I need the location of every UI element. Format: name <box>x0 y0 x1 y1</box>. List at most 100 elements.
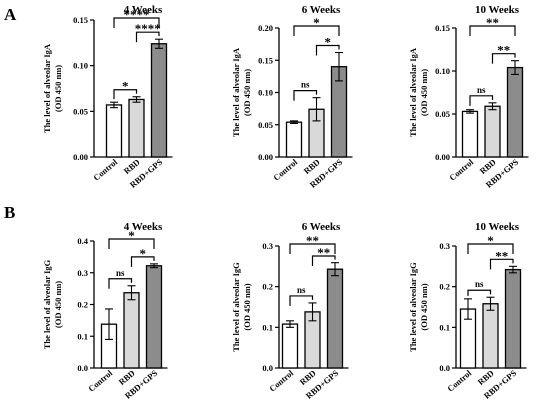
bar-control <box>461 110 479 158</box>
significance-label: **** <box>135 21 161 36</box>
y-tick-label: 0.0 <box>77 363 88 373</box>
y-axis-label-line: (OD 450 nm) <box>53 281 63 328</box>
y-axis-label: The level of alveolar IgG(OD 450 nm) <box>408 262 429 352</box>
chart-4: 4 Weeks 0.0 0.1 0.2 0.3 0.4 The level of alveo… <box>42 221 168 401</box>
significance-label: **** <box>124 7 150 22</box>
y-tick-label: 0.15 <box>73 15 88 25</box>
y-tick-label: 0.2 <box>262 282 273 292</box>
y-tick-label: 0.20 <box>258 23 273 33</box>
significance-bracket <box>108 278 133 289</box>
y-tick-label: 0.10 <box>73 61 88 71</box>
chart-title: 10 Weeks <box>475 221 520 233</box>
y-axis-label-line: (OD 450 nm) <box>53 65 63 112</box>
y-tick-label: 0.1 <box>77 331 88 341</box>
significance-label: ** <box>495 248 508 263</box>
significance-bracket <box>315 44 340 56</box>
bar-rbd-gps <box>506 66 524 158</box>
significance-bracket <box>489 258 514 270</box>
bar-rbd-gps <box>150 43 168 158</box>
y-tick-label: 0.05 <box>73 106 88 116</box>
y-axis-label-line: (OD 450 nm) <box>242 283 252 330</box>
y-axis-label: The level of alveolar IgA(OD 450 nm) <box>408 47 429 137</box>
chart-2: 6 Weeks 0.00 0.05 0.10 0.15 0.20 The level of … <box>231 4 353 190</box>
significance-label: ** <box>317 245 330 260</box>
y-axis-label-line: (OD 450 nm) <box>242 69 252 116</box>
significance-bracket <box>467 243 514 254</box>
bar-control <box>285 121 303 158</box>
significance-bracket <box>293 90 318 101</box>
significance-label: * <box>313 15 320 30</box>
panel-letter-a: A <box>4 5 17 24</box>
significance-label: * <box>128 228 135 243</box>
chart-3: 10 Weeks 0.00 0.05 0.10 0.15 The level of alv… <box>408 4 529 190</box>
chart-6: 10 Weeks 0.0 0.1 0.2 0.3 The level of alveola… <box>408 221 527 401</box>
x-tick-label: Control <box>91 156 120 182</box>
y-axis-label: The level of alveolar IgA(OD 450 nm) <box>42 43 63 133</box>
y-tick-label: 0.1 <box>439 322 450 332</box>
significance-bracket <box>113 17 160 28</box>
significance-label: ** <box>306 233 319 248</box>
y-tick-label: 0.1 <box>262 322 273 332</box>
y-tick-label: 0.10 <box>435 66 450 76</box>
significance-label: ns <box>301 80 310 90</box>
y-axis-label: The level of alveolar IgG(OD 450 nm) <box>42 259 63 349</box>
y-tick-label: 0.00 <box>435 152 450 162</box>
chart-title: 6 Weeks <box>302 221 341 233</box>
bar-rbd-gps <box>504 268 522 369</box>
bar-rbd <box>484 105 501 158</box>
significance-bracket <box>469 25 516 36</box>
bar-rbd <box>123 292 140 369</box>
chart-5: 6 Weeks 0.0 0.1 0.2 0.3 The level of alveolar… <box>231 221 349 401</box>
x-tick-label: Control <box>86 367 115 393</box>
significance-bracket <box>113 89 138 100</box>
y-tick-label: 0.15 <box>258 55 273 65</box>
significance-bracket <box>293 25 340 36</box>
significance-label: * <box>140 246 147 261</box>
significance-label: ns <box>297 285 306 295</box>
significance-bracket <box>289 295 314 306</box>
y-axis-label-line: (OD 450 nm) <box>419 283 429 330</box>
significance-label: ns <box>477 85 486 95</box>
y-tick-label: 0.3 <box>262 241 273 251</box>
significance-label: * <box>325 35 332 50</box>
y-tick-label: 0.0 <box>439 363 450 373</box>
significance-label: * <box>122 79 129 94</box>
chart-title: 4 Weeks <box>124 221 163 233</box>
y-tick-label: 0.15 <box>435 23 450 33</box>
significance-bracket <box>108 238 155 249</box>
y-tick-label: 0.2 <box>439 282 450 292</box>
chart-title: 10 Weeks <box>475 4 520 16</box>
y-axis-label-line: The level of alveolar IgG <box>408 262 418 352</box>
y-axis-label-line: The level of alveolar IgG <box>42 259 52 349</box>
chart-title: 6 Weeks <box>302 4 341 16</box>
significance-bracket <box>130 256 155 267</box>
y-tick-label: 0.4 <box>77 236 88 246</box>
bar-rbd <box>128 98 145 158</box>
significance-bracket <box>469 95 494 106</box>
significance-bracket <box>491 53 516 64</box>
y-tick-label: 0.0 <box>262 363 273 373</box>
y-tick-label: 0.10 <box>258 88 273 98</box>
y-tick-label: 0.3 <box>439 241 450 251</box>
x-tick-label: Control <box>271 156 300 182</box>
significance-label: * <box>487 233 494 248</box>
x-tick-label: Control <box>447 156 476 182</box>
y-tick-label: 0.00 <box>73 152 88 162</box>
chart-1: 4 Weeks 0.00 0.05 0.10 0.15 The level of alve… <box>42 4 173 190</box>
y-tick-label: 0.2 <box>77 300 88 310</box>
y-tick-label: 0.3 <box>77 268 88 278</box>
chart-title: 4 Weeks <box>124 4 163 16</box>
significance-label: ** <box>497 43 510 58</box>
bar-control <box>105 104 123 158</box>
bar-rbd <box>482 303 499 369</box>
significance-bracket <box>289 243 336 254</box>
significance-label: ns <box>116 268 125 278</box>
significance-label: ns <box>475 279 484 289</box>
significance-label: ** <box>486 15 499 30</box>
y-tick-label: 0.05 <box>258 120 273 130</box>
y-axis-label-line: The level of alveolar IgA <box>42 43 52 133</box>
y-axis-label-line: The level of alveolar IgA <box>408 47 418 137</box>
bar-control <box>281 323 299 369</box>
y-axis-label: The level of alveolar IgA(OD 450 nm) <box>231 47 252 137</box>
